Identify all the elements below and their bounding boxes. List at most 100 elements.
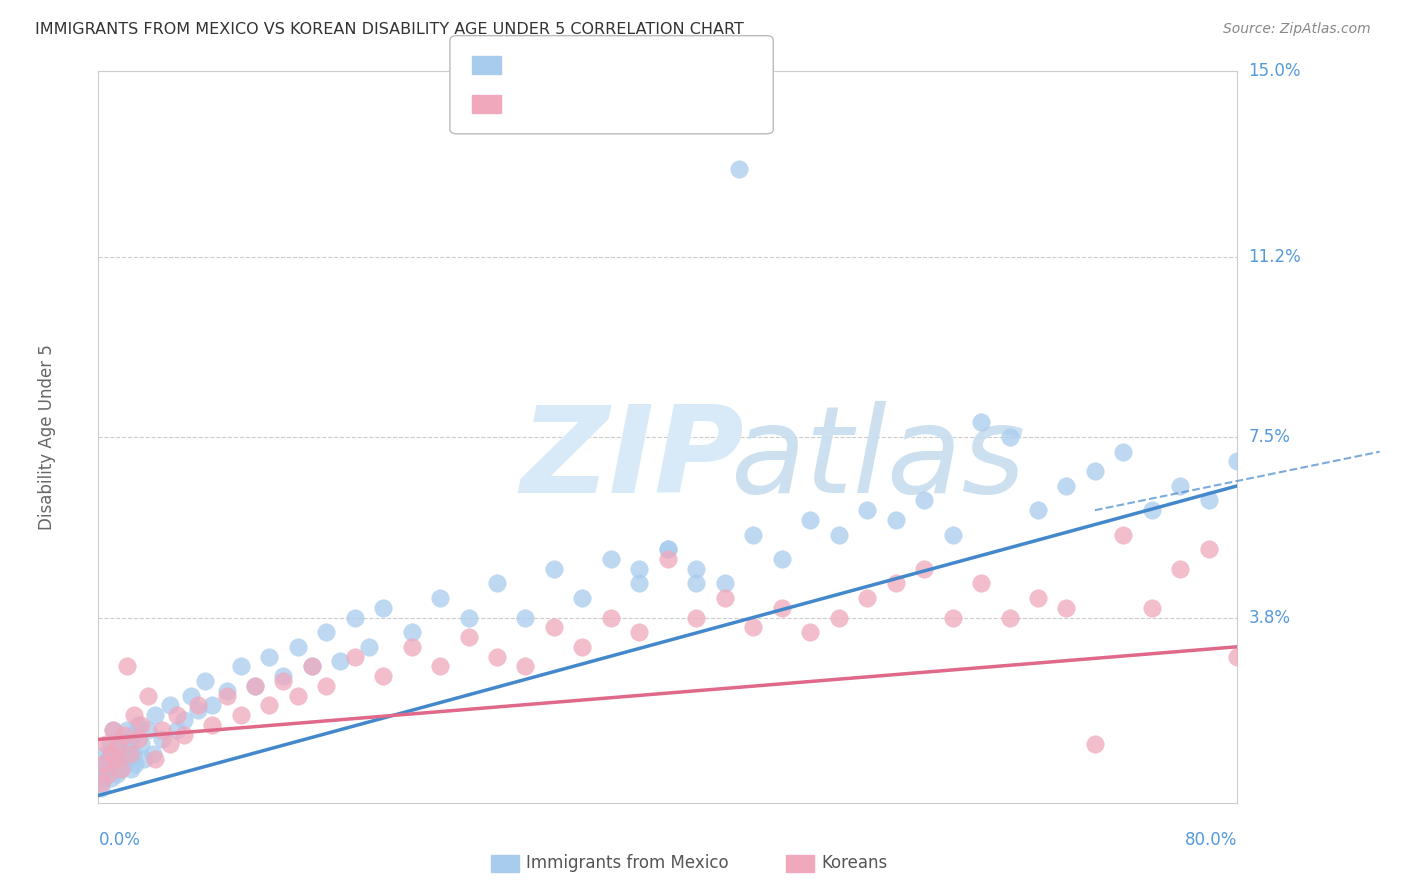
Point	[828, 610, 851, 624]
Point	[229, 659, 252, 673]
Point	[457, 630, 479, 644]
Point	[100, 747, 122, 761]
Point	[187, 698, 209, 713]
Point	[120, 762, 142, 776]
Text: 7.5%: 7.5%	[1249, 428, 1291, 446]
Point	[998, 610, 1021, 624]
Point	[121, 747, 143, 761]
Point	[942, 527, 965, 541]
Point	[159, 698, 181, 713]
Point	[912, 562, 935, 576]
Text: Immigrants from Mexico: Immigrants from Mexico	[526, 855, 728, 872]
Point	[970, 576, 993, 591]
Point	[122, 727, 145, 741]
Point	[100, 772, 122, 786]
Point	[180, 689, 202, 703]
Point	[107, 752, 129, 766]
Point	[856, 503, 879, 517]
Point	[90, 781, 112, 796]
Point	[543, 562, 565, 576]
Point	[343, 610, 366, 624]
Point	[912, 493, 935, 508]
Text: Disability Age Under 5: Disability Age Under 5	[38, 344, 56, 530]
Point	[714, 576, 737, 591]
Text: 80.0%: 80.0%	[1185, 830, 1237, 848]
Point	[657, 542, 679, 557]
Point	[1112, 444, 1135, 458]
Point	[273, 673, 295, 688]
Point	[357, 640, 380, 654]
Point	[828, 527, 851, 541]
Point	[159, 737, 181, 751]
Point	[728, 161, 751, 176]
Point	[486, 576, 509, 591]
Point	[124, 756, 146, 771]
Point	[229, 708, 252, 723]
Point	[94, 756, 117, 771]
Point	[152, 732, 174, 747]
Point	[141, 747, 163, 761]
Point	[91, 756, 114, 771]
Point	[93, 772, 115, 786]
Point	[259, 698, 281, 713]
Point	[215, 683, 238, 698]
Point	[101, 723, 124, 737]
Point	[115, 659, 138, 673]
Point	[90, 776, 112, 790]
Point	[600, 552, 623, 566]
Point	[104, 752, 127, 766]
Point	[799, 513, 821, 527]
Point	[742, 620, 765, 634]
Point	[600, 610, 623, 624]
Point	[628, 625, 651, 640]
Point	[91, 766, 114, 780]
Point	[152, 723, 174, 737]
Point	[94, 747, 117, 761]
Text: atlas: atlas	[731, 401, 1026, 517]
Point	[104, 742, 127, 756]
Point	[114, 737, 136, 751]
Point	[571, 640, 593, 654]
Point	[1026, 503, 1049, 517]
Point	[1226, 649, 1249, 664]
Point	[856, 591, 879, 605]
Point	[486, 649, 509, 664]
Text: R = 0.483: R = 0.483	[510, 56, 593, 74]
Point	[110, 762, 132, 776]
Point	[1056, 479, 1078, 493]
Point	[287, 689, 309, 703]
Point	[742, 527, 765, 541]
Point	[108, 732, 131, 747]
Point	[457, 610, 479, 624]
Point	[194, 673, 217, 688]
Point	[115, 723, 138, 737]
Point	[1084, 737, 1107, 751]
Point	[657, 542, 679, 557]
Point	[117, 752, 139, 766]
Point	[173, 727, 195, 741]
Point	[1170, 562, 1192, 576]
Point	[107, 737, 129, 751]
Point	[132, 752, 155, 766]
Point	[94, 737, 117, 751]
Point	[1140, 503, 1163, 517]
Point	[1170, 479, 1192, 493]
Point	[942, 610, 965, 624]
Point	[118, 747, 141, 761]
Point	[429, 659, 451, 673]
Point	[685, 610, 707, 624]
Point	[96, 762, 118, 776]
Point	[259, 649, 281, 664]
Point	[998, 430, 1021, 444]
Point	[127, 732, 149, 747]
Point	[243, 679, 266, 693]
Point	[166, 708, 188, 723]
Point	[118, 742, 141, 756]
Text: N = 87: N = 87	[627, 56, 685, 74]
Point	[1112, 527, 1135, 541]
Point	[301, 659, 323, 673]
Point	[287, 640, 309, 654]
Point	[187, 703, 209, 717]
Text: 3.8%: 3.8%	[1249, 608, 1291, 626]
Point	[112, 756, 135, 771]
